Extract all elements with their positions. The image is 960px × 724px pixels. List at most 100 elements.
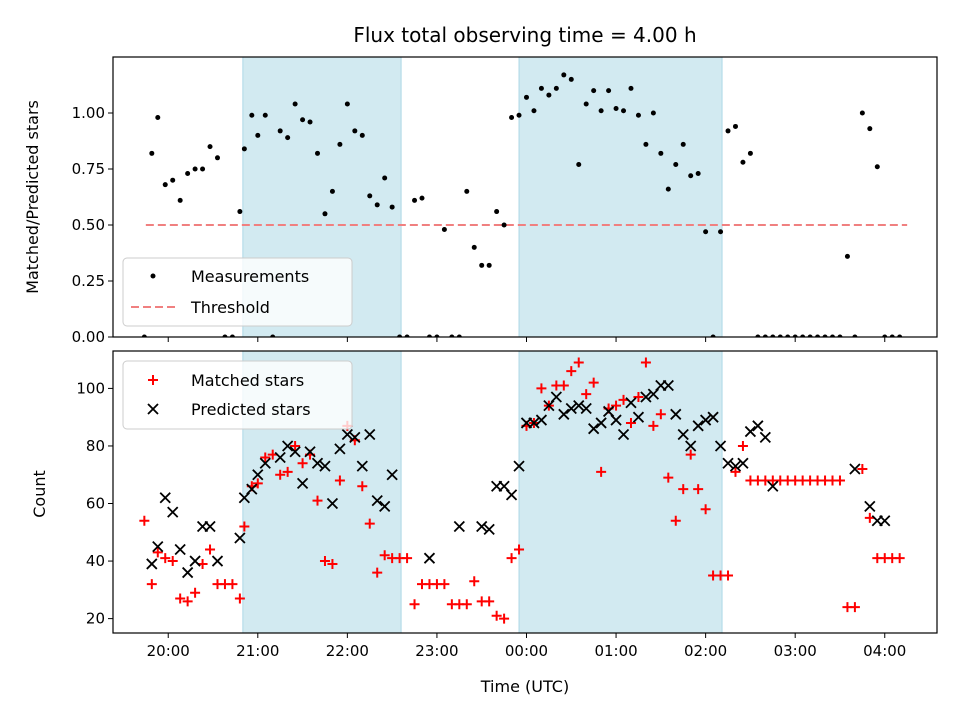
predicted-stars-point xyxy=(558,408,570,420)
measurement-point xyxy=(859,110,865,116)
matched-stars-point xyxy=(596,466,607,477)
predicted-stars-point xyxy=(159,492,171,504)
measurement-point xyxy=(897,334,903,337)
x-axis-label: Time (UTC) xyxy=(480,677,569,696)
matched-stars-point xyxy=(319,556,330,567)
measurement-point xyxy=(650,110,656,116)
predicted-stars-point xyxy=(311,457,324,469)
measurement-point xyxy=(141,334,147,337)
measurement-point xyxy=(382,175,388,181)
predicted-stars-point xyxy=(296,477,309,490)
matched-stars-point xyxy=(737,440,748,451)
matched-stars-point xyxy=(894,553,905,564)
measurement-point xyxy=(389,204,395,210)
predicted-stars-point xyxy=(662,379,674,392)
shaded-interval xyxy=(519,351,723,633)
top-panel: 0.00 0.25 0.50 0.75 1.00 Measurements Threshol… xyxy=(72,56,938,346)
measurement-point xyxy=(456,334,462,337)
x-tick-label: 04:00 xyxy=(863,642,906,660)
x-tick-label: 22:00 xyxy=(326,642,369,660)
matched-stars-point xyxy=(558,380,569,391)
predicted-stars-point xyxy=(752,420,764,432)
measurement-point xyxy=(277,128,283,134)
measurement-point xyxy=(494,209,500,215)
measurement-point xyxy=(192,166,198,172)
predicted-stars-point xyxy=(632,411,645,423)
y-tick-label: 40 xyxy=(86,552,105,570)
measurement-point xyxy=(785,334,791,337)
predicted-stars-point xyxy=(364,428,376,441)
plot-area xyxy=(139,357,905,624)
matched-stars-point xyxy=(506,553,517,564)
legend: Matched stars Predicted stars xyxy=(122,360,353,430)
measurement-point xyxy=(882,334,888,337)
y-tick-label: 20 xyxy=(86,610,105,628)
predicted-stars-point xyxy=(699,414,712,426)
measurement-point xyxy=(262,112,268,118)
measurement-point xyxy=(822,334,828,337)
matched-stars-point xyxy=(461,599,472,610)
measurement-point xyxy=(155,114,161,120)
predicted-stars-point xyxy=(722,457,734,469)
matched-stars-point xyxy=(146,579,157,590)
measurement-point xyxy=(434,334,440,337)
predicted-stars-point xyxy=(677,428,689,441)
y-tick-label: 0.75 xyxy=(72,160,105,178)
measurement-point xyxy=(367,193,373,199)
matched-stars-point xyxy=(723,570,734,581)
measurement-point xyxy=(792,334,798,337)
predicted-stars-point xyxy=(670,408,682,420)
x-tick-label: 20:00 xyxy=(147,642,190,660)
measurement-point xyxy=(501,222,507,228)
y-tick-label: 0.50 xyxy=(72,216,105,234)
predicted-stars-point xyxy=(204,520,216,533)
y-tick-label: 60 xyxy=(86,495,105,513)
measurement-point xyxy=(710,334,716,337)
predicted-stars-point xyxy=(864,500,876,513)
predicted-stars-point xyxy=(289,446,301,458)
measurement-point xyxy=(249,112,255,118)
predicted-stars-point xyxy=(580,402,592,415)
matched-stars-point xyxy=(611,400,622,411)
matched-stars-point xyxy=(167,556,178,567)
matched-stars-point xyxy=(857,463,868,474)
top-y-axis-label: Matched/Predicted stars xyxy=(23,100,42,294)
matched-stars-point xyxy=(260,452,271,463)
legend-threshold-label: Threshold xyxy=(190,298,270,317)
matched-stars-point xyxy=(625,417,636,428)
matched-stars-point xyxy=(573,357,584,368)
measurement-point xyxy=(613,106,619,112)
predicted-stars-point xyxy=(304,446,316,458)
matched-stars-point xyxy=(484,596,495,607)
measurement-point xyxy=(344,101,350,107)
measurement-point xyxy=(538,85,544,91)
matched-stars-point xyxy=(379,550,390,561)
legend-box xyxy=(122,360,353,430)
measurement-point xyxy=(844,253,850,259)
measurement-point xyxy=(170,177,176,183)
legend-measurements-marker xyxy=(150,273,156,279)
measurement-point xyxy=(777,334,783,337)
matched-stars-point xyxy=(372,567,383,578)
matched-stars-point xyxy=(234,593,245,604)
measurement-point xyxy=(800,334,806,337)
matched-stars-point xyxy=(678,484,689,495)
measurement-point xyxy=(464,188,470,194)
measurement-point xyxy=(207,144,213,150)
matched-stars-point xyxy=(312,495,323,506)
matched-stars-point xyxy=(334,475,345,486)
predicted-stars-point xyxy=(729,460,742,472)
predicted-stars-point xyxy=(767,480,779,492)
predicted-stars-point xyxy=(189,555,201,567)
measurement-point xyxy=(732,123,738,129)
measurement-point xyxy=(606,88,612,94)
measurement-point xyxy=(807,334,813,337)
measurement-point xyxy=(185,170,191,176)
y-tick-label: 0.00 xyxy=(72,328,105,346)
predicted-stars-point xyxy=(692,420,704,432)
measurement-point xyxy=(635,112,641,118)
measurement-point xyxy=(867,126,873,132)
measurement-point xyxy=(673,162,679,168)
predicted-stars-point xyxy=(453,520,465,533)
